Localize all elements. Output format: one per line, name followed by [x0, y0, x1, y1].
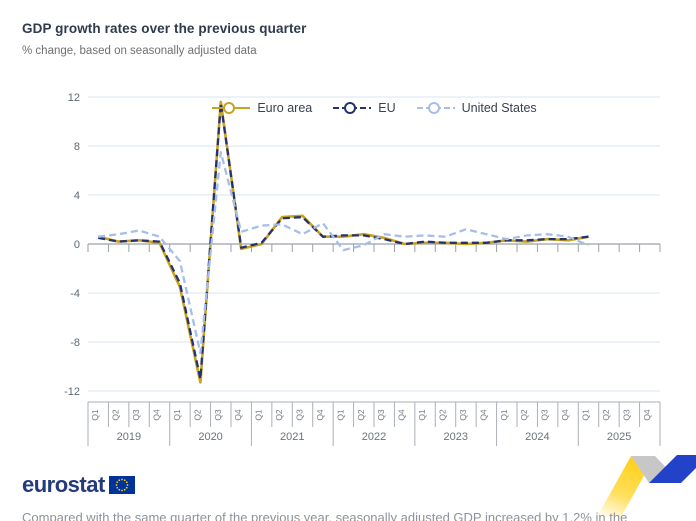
- y-tick-label: 4: [74, 190, 80, 202]
- y-tick-label: -12: [64, 386, 80, 398]
- legend-item-united-states[interactable]: United States: [416, 101, 537, 115]
- ribbon-blue-segment: [649, 455, 696, 483]
- eu-flag-icon: [108, 476, 135, 494]
- legend-item-eu[interactable]: EU: [332, 101, 396, 115]
- ribbon-yellow-segment: [597, 456, 655, 517]
- quarter-label: Q4: [478, 409, 488, 421]
- quarter-label: Q1: [90, 409, 100, 421]
- footnote-text-cutoff: Compared with the same quarter of the pr…: [22, 510, 628, 521]
- quarter-label: Q4: [560, 409, 570, 421]
- quarter-label: Q3: [213, 409, 223, 421]
- quarter-label: Q2: [601, 409, 611, 421]
- quarter-label: Q1: [499, 409, 509, 421]
- y-tick-label: -8: [70, 337, 80, 349]
- quarter-label: Q1: [172, 409, 182, 421]
- legend-marker-euro-area: [212, 102, 251, 114]
- quarter-label: Q1: [417, 409, 427, 421]
- y-tick-label: -4: [70, 288, 80, 300]
- gdp-line-chart: -12 -8 -4 0 4 8 12 Q1 Q2 Q3 Q4 2019 Q1 Q2 Q3 Q4 2020 Q1 Q2…: [64, 92, 661, 446]
- quarter-label: Q2: [438, 409, 448, 421]
- series-line-euro-area: [97, 100, 589, 384]
- quarter-label: Q3: [376, 409, 386, 421]
- year-label: 2024: [525, 431, 549, 443]
- legend-label-eu: EU: [378, 101, 396, 115]
- page-subtitle: % change, based on seasonally adjusted d…: [22, 45, 257, 57]
- year-label: 2020: [198, 431, 222, 443]
- quarter-label: Q3: [131, 409, 141, 421]
- quarter-label: Q1: [254, 409, 264, 421]
- quarter-label: Q4: [233, 409, 243, 421]
- year-label: 2022: [362, 431, 386, 443]
- page-title: GDP growth rates over the previous quart…: [22, 21, 307, 36]
- series-line-eu: [97, 101, 589, 380]
- legend-marker-eu: [333, 102, 372, 114]
- quarter-label: Q3: [621, 409, 631, 421]
- quarter-label: Q2: [111, 409, 121, 421]
- quarter-label: Q3: [295, 409, 305, 421]
- quarter-label: Q3: [540, 409, 550, 421]
- year-label: 2019: [117, 431, 141, 443]
- quarter-label: Q4: [315, 409, 325, 421]
- eurostat-wordmark: eurostat: [22, 472, 105, 497]
- quarter-label: Q2: [274, 409, 284, 421]
- year-label: 2023: [443, 431, 467, 443]
- quarter-label: Q4: [397, 409, 407, 421]
- legend-item-euro-area[interactable]: Euro area: [211, 101, 312, 115]
- legend-label-euro-area: Euro area: [257, 101, 313, 115]
- quarter-label: Q2: [192, 409, 202, 421]
- series-line-united-states: [98, 150, 589, 355]
- quarter-label: Q4: [642, 409, 652, 421]
- legend-marker-united-states: [416, 102, 455, 114]
- quarter-label: Q3: [458, 409, 468, 421]
- y-tick-label: 8: [74, 141, 80, 153]
- y-tick-label: 0: [74, 239, 80, 251]
- quarter-label: Q2: [519, 409, 529, 421]
- chart-legend: Euro area EU United States: [88, 100, 660, 116]
- y-tick-label: 12: [68, 92, 80, 104]
- quarter-label: Q1: [581, 409, 591, 421]
- quarter-label: Q2: [356, 409, 366, 421]
- year-label: 2021: [280, 431, 304, 443]
- year-label: 2025: [607, 431, 631, 443]
- legend-label-united-states: United States: [461, 101, 537, 115]
- growth-arrow-decoration: [597, 455, 696, 517]
- quarter-label: Q4: [152, 409, 162, 421]
- eurostat-logo: eurostat: [22, 472, 135, 498]
- quarter-label: Q1: [335, 409, 345, 421]
